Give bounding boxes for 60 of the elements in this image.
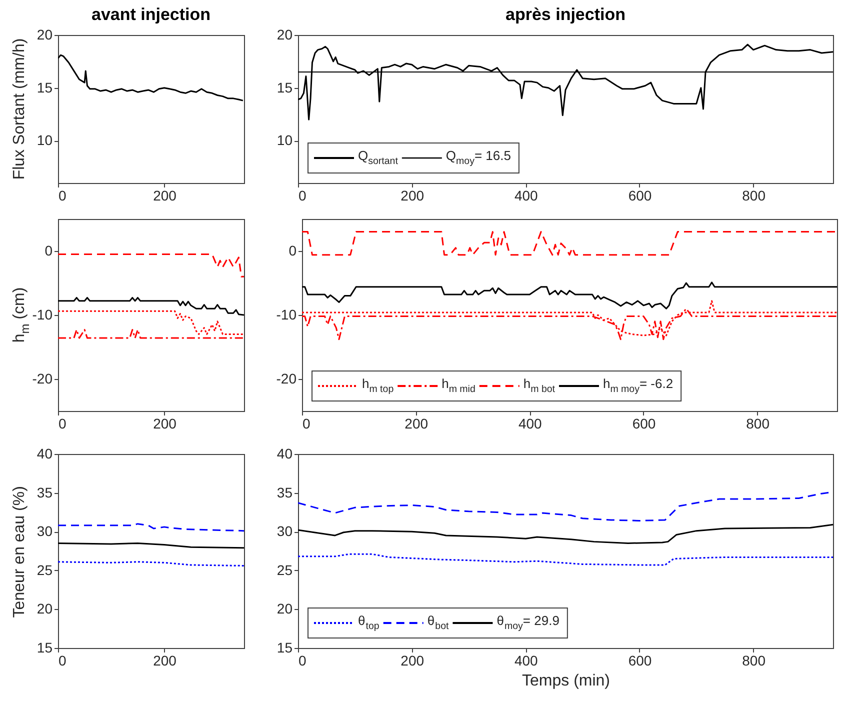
x-tick-label: 400 [514, 652, 538, 668]
line-series [58, 296, 244, 316]
y-tick-label: 25 [36, 562, 53, 578]
y-tick-label: 10 [276, 132, 293, 148]
y-tick-label: 10 [36, 132, 53, 148]
x-tick-label: 0 [58, 188, 66, 204]
x-tick-label: 600 [632, 416, 656, 432]
line-series [302, 231, 837, 256]
x-tick-label: 200 [404, 416, 428, 432]
y-tick-label: 25 [276, 562, 293, 578]
y-axis-title: hm (cm) [11, 287, 32, 343]
line-series [298, 524, 833, 544]
y-axis-title: Teneur en eau (%) [11, 486, 28, 618]
x-tick-label: 400 [514, 188, 538, 204]
y-tick-label: -20 [276, 370, 297, 386]
y-tick-label: 35 [276, 484, 293, 500]
y-tick-label: 15 [36, 79, 53, 96]
x-tick-label: 800 [746, 416, 770, 432]
x-tick-label: 200 [153, 416, 177, 432]
line-series [58, 54, 244, 102]
x-tick-label: 0 [58, 416, 66, 432]
y-tick-label: 35 [36, 484, 53, 500]
y-tick-label: 0 [44, 242, 53, 258]
x-tick-label: 200 [400, 652, 424, 668]
x-tick-label: 200 [400, 188, 424, 204]
line-series [298, 553, 833, 566]
y-tick-label: 20 [276, 600, 293, 617]
line-series [302, 300, 837, 336]
x-tick-label: 800 [742, 652, 766, 668]
x-tick-label: 200 [153, 188, 177, 204]
x-axis-title: Temps (min) [522, 672, 610, 690]
y-tick-label: 0 [288, 242, 297, 258]
line-series [298, 44, 833, 120]
x-tick-label: 400 [518, 416, 542, 432]
y-tick-label: 20 [36, 26, 53, 42]
x-tick-label: 600 [628, 652, 652, 668]
y-tick-label: 15 [36, 640, 53, 656]
x-tick-label: 800 [742, 188, 766, 204]
x-tick-label: 600 [628, 188, 652, 204]
x-tick-label: 0 [58, 652, 66, 668]
line-series [302, 282, 837, 310]
x-tick-label: 0 [302, 416, 310, 432]
y-axis-title: Flux Sortant (mm/h) [11, 38, 28, 180]
y-tick-label: 20 [36, 600, 53, 617]
x-tick-label: 200 [153, 652, 177, 668]
y-tick-label: -10 [276, 306, 297, 322]
line-series [58, 523, 244, 532]
y-tick-label: 30 [276, 523, 293, 540]
chart-title: après injection [506, 5, 626, 24]
line-series [58, 253, 244, 278]
chart-title: avant injection [91, 5, 211, 24]
y-tick-label: 15 [276, 640, 293, 656]
y-tick-label: 40 [36, 446, 53, 462]
y-tick-label: 40 [276, 446, 293, 462]
y-tick-label: -20 [32, 370, 53, 386]
y-tick-label: 30 [36, 523, 53, 540]
y-tick-label: -10 [32, 306, 53, 322]
y-tick-label: 20 [276, 26, 293, 42]
y-tick-label: 15 [276, 79, 293, 96]
line-series [58, 310, 244, 335]
